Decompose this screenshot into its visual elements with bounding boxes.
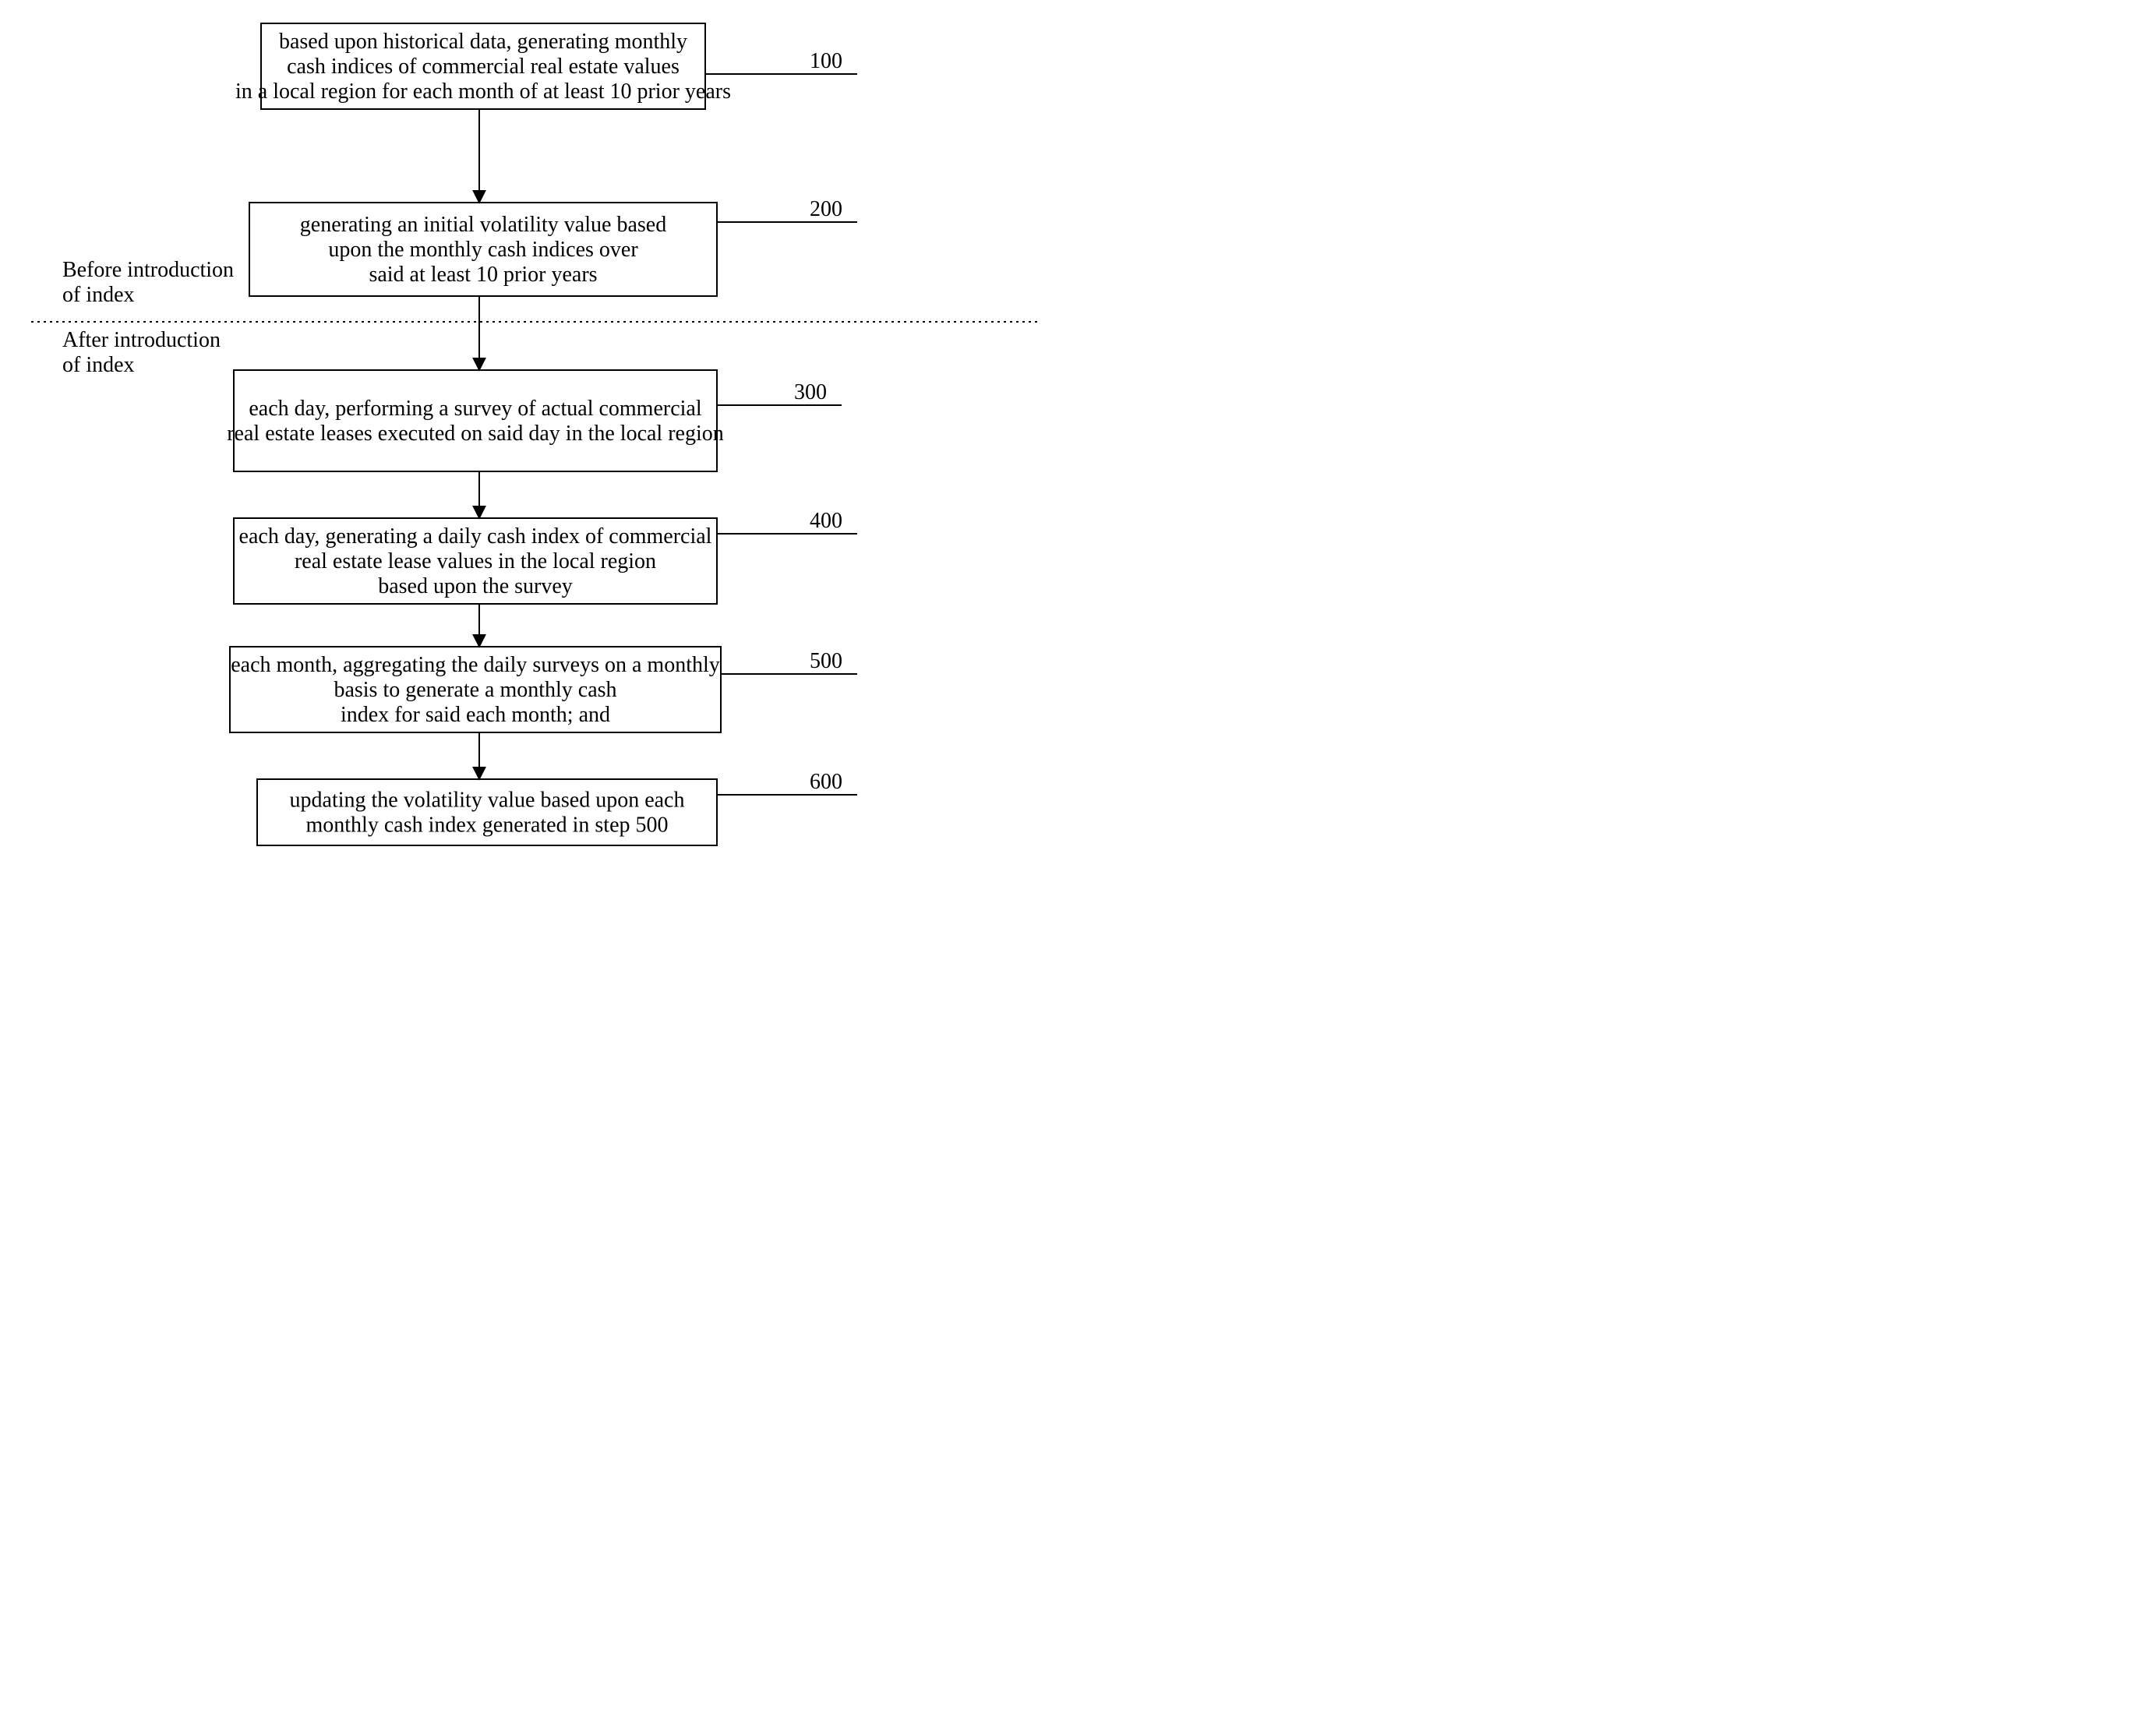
flow-node-text: based upon historical data, generating m… <box>279 30 687 54</box>
flow-node-400: each day, generating a daily cash index … <box>234 509 857 604</box>
flow-node-text: in a local region for each month of at l… <box>235 79 731 104</box>
flowchart-canvas: Before introductionof indexAfter introdu… <box>0 0 1072 868</box>
flow-node-text: based upon the survey <box>378 574 573 598</box>
flow-node-text: each day, performing a survey of actual … <box>249 397 701 421</box>
flow-node-text: generating an initial volatility value b… <box>300 213 666 237</box>
flow-node-text: basis to generate a monthly cash <box>334 678 616 702</box>
flow-node-text: upon the monthly cash indices over <box>328 238 638 262</box>
flow-node-text: each day, generating a daily cash index … <box>239 524 712 549</box>
flow-node-text: monthly cash index generated in step 500 <box>306 813 669 838</box>
side-label-line: of index <box>62 283 135 307</box>
side-label-line: After introduction <box>62 328 221 352</box>
side-label-line: Before introduction <box>62 258 234 282</box>
ref-number: 500 <box>810 649 842 673</box>
flow-node-text: each month, aggregating the daily survey… <box>231 653 720 677</box>
side-label-after: After introductionof index <box>62 328 221 377</box>
flow-node-100: based upon historical data, generating m… <box>235 23 857 109</box>
flow-node-text: cash indices of commercial real estate v… <box>287 55 680 79</box>
flow-node-500: each month, aggregating the daily survey… <box>230 647 857 732</box>
side-label-line: of index <box>62 353 135 377</box>
flow-node-box <box>234 370 717 471</box>
flow-node-300: each day, performing a survey of actual … <box>227 370 842 471</box>
ref-number: 600 <box>810 770 842 794</box>
flow-node-text: real estate leases executed on said day … <box>227 422 724 446</box>
ref-number: 300 <box>794 380 827 404</box>
side-label-before: Before introductionof index <box>62 258 234 307</box>
ref-number: 400 <box>810 509 842 533</box>
flow-node-text: index for said each month; and <box>341 703 610 727</box>
flow-node-text: said at least 10 prior years <box>369 263 597 287</box>
flow-node-text: real estate lease values in the local re… <box>295 549 656 573</box>
flow-node-text: updating the volatility value based upon… <box>290 789 685 813</box>
flow-node-200: generating an initial volatility value b… <box>249 197 857 296</box>
flow-node-600: updating the volatility value based upon… <box>257 770 857 845</box>
ref-number: 200 <box>810 197 842 221</box>
ref-number: 100 <box>810 49 842 73</box>
